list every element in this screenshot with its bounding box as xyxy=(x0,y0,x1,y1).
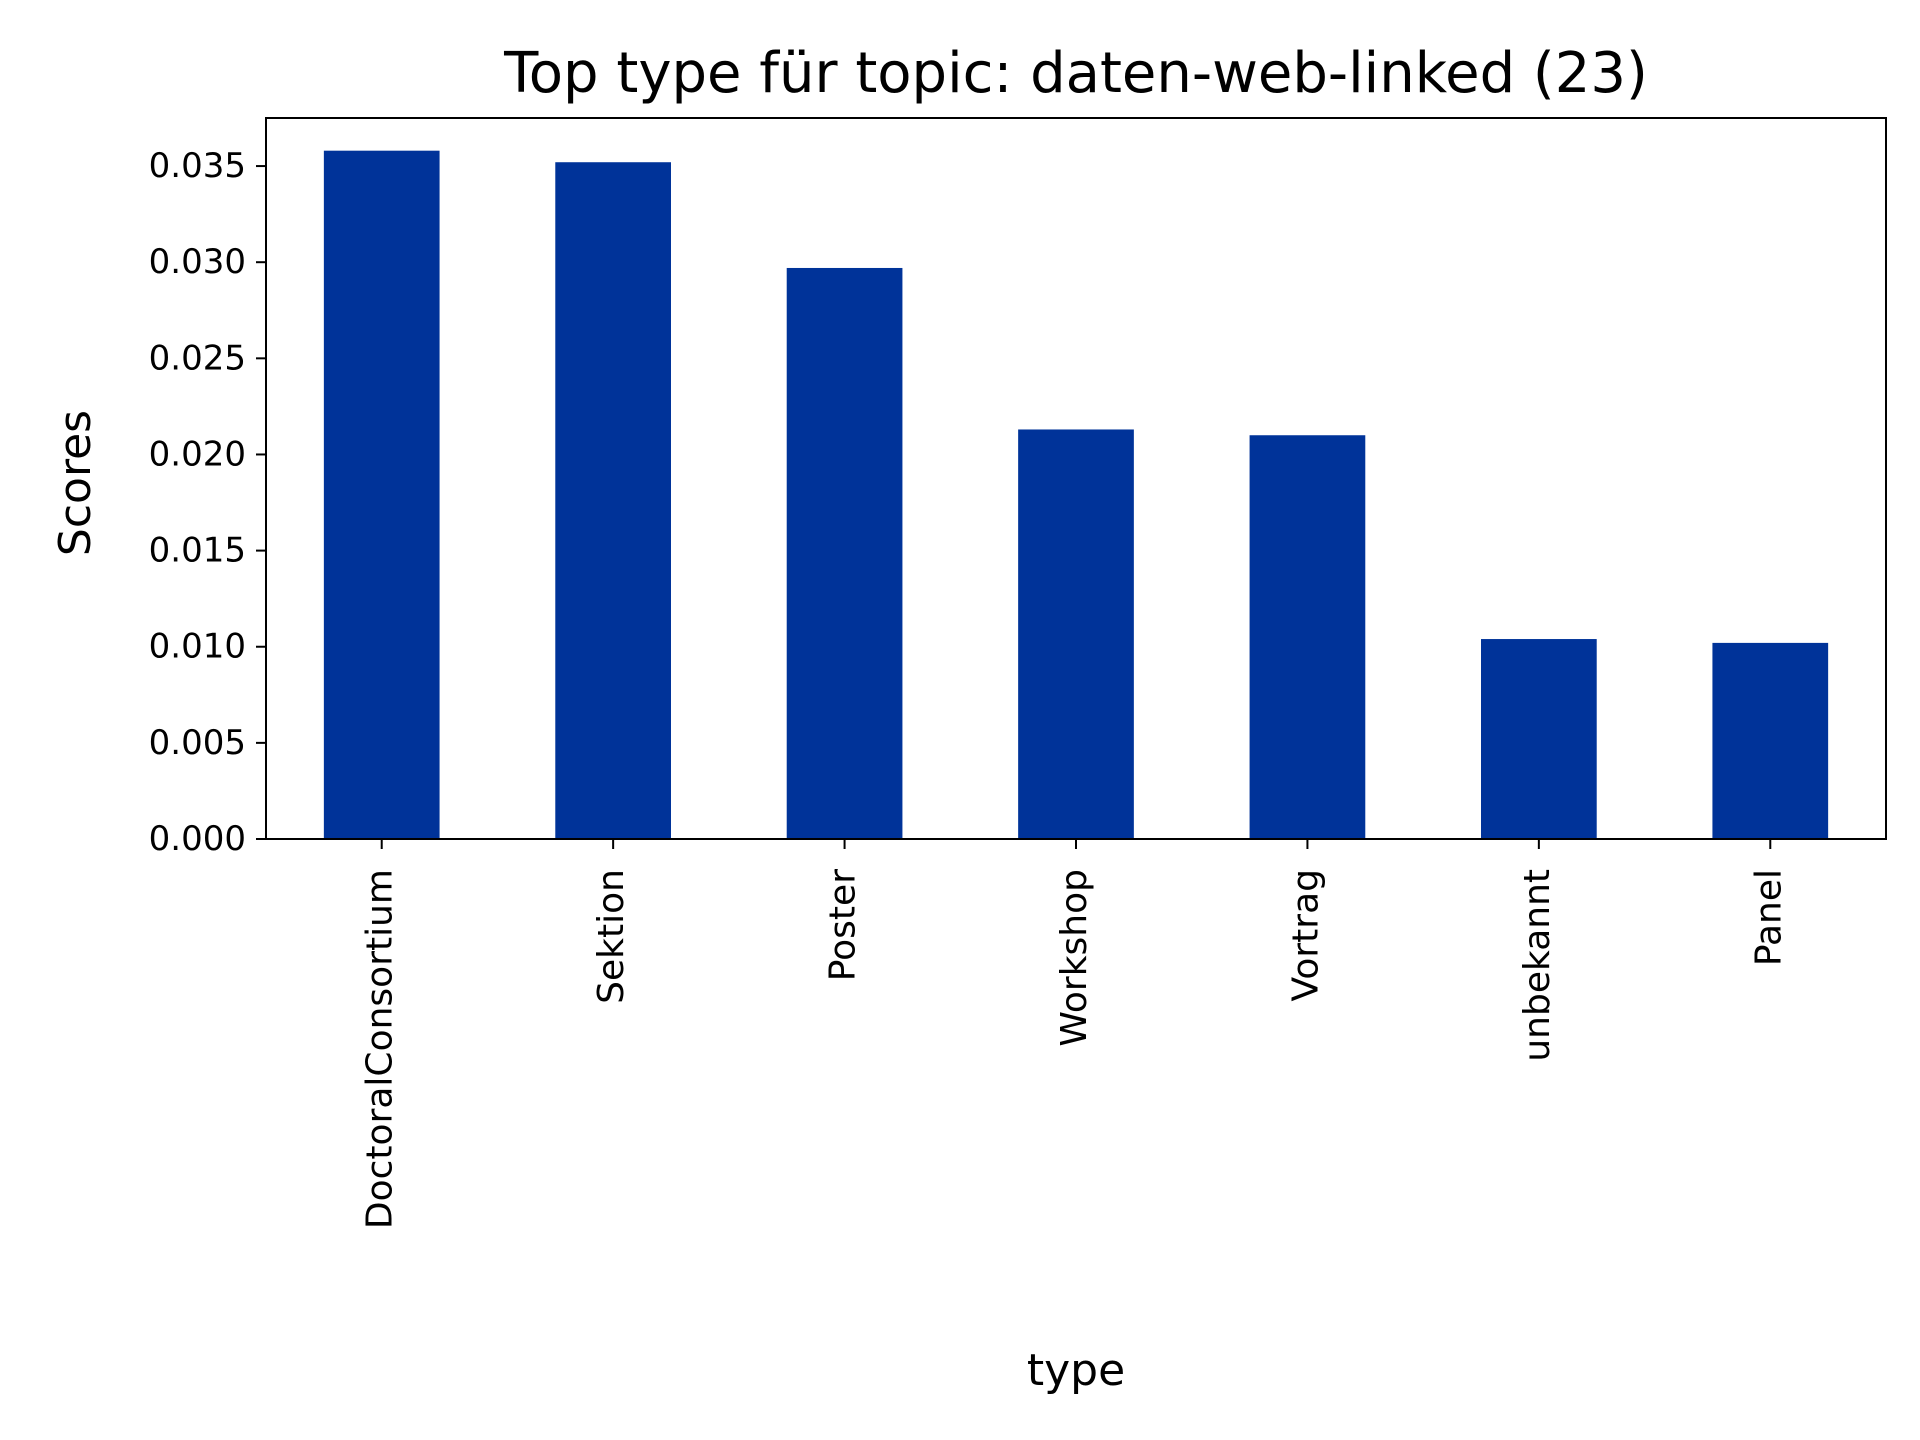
y-tick-label: 0.010 xyxy=(149,627,246,667)
bar-sektion xyxy=(555,162,671,840)
bar-doctoralconsortium xyxy=(323,150,440,840)
y-tick-label: 0.035 xyxy=(149,146,246,186)
x-tick-label: Poster xyxy=(823,869,864,981)
y-tick-label: 0.020 xyxy=(149,434,246,474)
x-tick-label: unbekannt xyxy=(1517,869,1558,1062)
bar-poster xyxy=(786,267,903,839)
plot-frame xyxy=(265,117,1887,840)
bar-panel xyxy=(1712,642,1829,839)
x-tick-label: Vortrag xyxy=(1285,869,1326,1002)
y-tick-label: 0.005 xyxy=(149,723,246,763)
y-tick-label: 0.030 xyxy=(149,242,246,282)
x-tick-label: Panel xyxy=(1748,869,1789,966)
y-tick-label: 0.000 xyxy=(149,819,246,859)
y-tick-label: 0.015 xyxy=(149,531,246,571)
x-tick-label: Sektion xyxy=(591,869,632,1004)
x-tick-label: Workshop xyxy=(1054,869,1095,1047)
x-axis-label: type xyxy=(1027,1345,1125,1396)
bar-unbekannt xyxy=(1481,639,1597,839)
x-tick-label: DoctoralConsortium xyxy=(360,869,401,1229)
plot-area: DoctoralConsortium Sektion Poster Workshop V… xyxy=(149,117,1887,1229)
bar-vortrag xyxy=(1249,435,1366,839)
bar-workshop xyxy=(1018,429,1134,839)
y-tick-label: 0.025 xyxy=(149,338,246,378)
y-axis-label: Scores xyxy=(50,410,101,556)
chart-title: Top type für topic: daten-web-linked (23… xyxy=(503,41,1648,106)
